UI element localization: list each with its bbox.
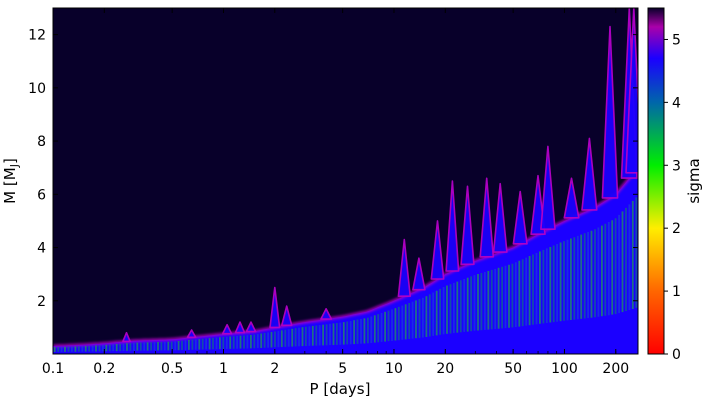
y-axis: 2 4 6 8 10 12 <box>28 28 638 310</box>
x-tick-label: 200 <box>602 361 629 377</box>
peak-spike <box>479 177 495 258</box>
x-tick-label: 10 <box>385 361 403 377</box>
peak-spike <box>186 329 197 339</box>
y-tick-label: 10 <box>28 81 46 97</box>
x-tick-label: 50 <box>504 361 522 377</box>
colorbar-tick-label: 5 <box>672 32 681 48</box>
x-tick-label: 0.5 <box>161 361 183 377</box>
colorbar-tick-label: 4 <box>672 95 681 111</box>
colorbar-tick-label: 2 <box>672 221 681 237</box>
x-tick-label: 2 <box>270 361 279 377</box>
colorbar-tick-label: 1 <box>672 284 681 300</box>
x-axis: 0.1 0.2 0.5 1 2 5 10 20 50 100 200 <box>42 8 629 377</box>
peak-spike <box>122 331 131 343</box>
peak-spike <box>430 220 445 280</box>
heatmap-layer <box>53 8 638 354</box>
y-axis-title-subscript: J <box>8 164 21 168</box>
peak-spike <box>320 308 333 320</box>
colorbar-title: sigma <box>685 158 703 203</box>
y-tick-label: 2 <box>37 294 46 310</box>
colorbar-tick-label: 0 <box>672 347 681 363</box>
peak-spike <box>460 185 475 266</box>
peak-spike <box>445 180 460 272</box>
peak-spike <box>601 25 619 199</box>
x-tick-label: 1 <box>219 361 228 377</box>
colorbar-tick-label: 3 <box>672 158 681 174</box>
peak-spike <box>412 257 426 291</box>
peak-spike <box>245 321 257 333</box>
y-tick-label: 12 <box>28 28 46 44</box>
x-tick-label: 100 <box>551 361 578 377</box>
peak-spike <box>397 238 411 297</box>
x-tick-label: 0.2 <box>93 361 115 377</box>
x-tick-label: 20 <box>436 361 454 377</box>
y-axis-title: M [MJ] <box>1 158 21 204</box>
colorbar <box>647 7 665 355</box>
peak-spike <box>234 321 246 334</box>
peak-spike <box>492 182 508 253</box>
peak-spike <box>269 286 281 329</box>
peak-spike <box>563 177 580 219</box>
x-tick-label: 5 <box>338 361 347 377</box>
colorbar-axis: 0 1 2 3 4 5 <box>664 32 681 363</box>
peak-spike <box>221 323 233 335</box>
y-tick-label: 6 <box>37 187 46 203</box>
peak-spike <box>540 145 556 230</box>
peak-spike <box>581 137 598 211</box>
peak-spike <box>512 190 528 245</box>
plot-frame <box>52 7 639 355</box>
y-tick-label: 8 <box>37 134 46 150</box>
x-axis-title: P [days] <box>310 380 371 398</box>
x-tick-label: 0.1 <box>42 361 64 377</box>
y-tick-label: 4 <box>37 241 46 257</box>
peak-spike <box>281 305 293 327</box>
